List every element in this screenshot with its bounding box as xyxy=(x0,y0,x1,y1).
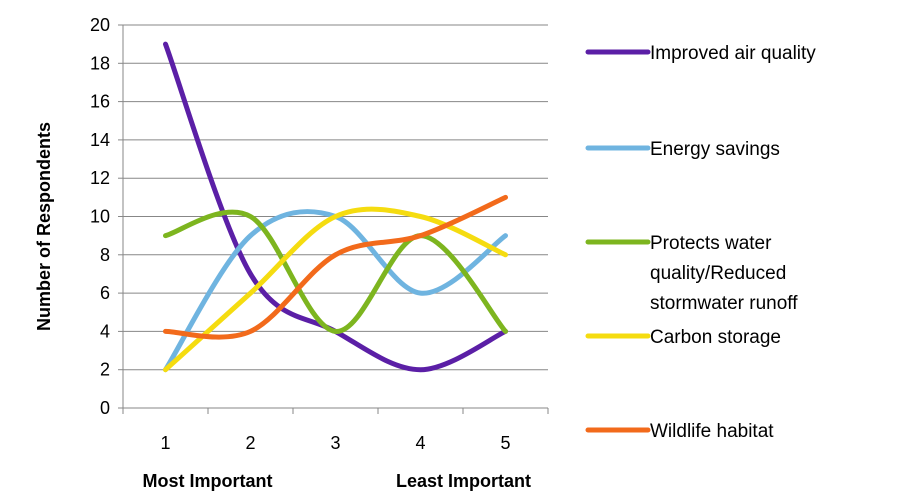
y-tick-label: 8 xyxy=(100,245,110,265)
y-tick-label: 18 xyxy=(90,53,110,73)
y-tick-label: 6 xyxy=(100,283,110,303)
x-tick-label: 2 xyxy=(245,433,255,453)
x-tick-label: 5 xyxy=(500,433,510,453)
y-tick-label: 4 xyxy=(100,321,110,341)
y-tick-label: 20 xyxy=(90,15,110,35)
y-tick-label: 10 xyxy=(90,207,110,227)
legend-label-wildlife-habitat: Wildlife habitat xyxy=(650,421,774,442)
x-axis-title-most-important: Most Important xyxy=(143,471,273,491)
series-line-energy-savings xyxy=(163,209,508,373)
y-tick-labels: 0 2 4 6 8 10 12 14 16 18 20 xyxy=(90,15,110,418)
series-lines xyxy=(163,41,508,373)
legend-label-carbon-storage: Carbon storage xyxy=(650,327,781,348)
y-tick-label: 0 xyxy=(100,398,110,418)
x-tick-label: 4 xyxy=(415,433,425,453)
series-line-improved-air-quality xyxy=(163,41,508,373)
y-tick-label: 2 xyxy=(100,360,110,380)
legend-label-improved-air-quality: Improved air quality xyxy=(650,43,816,64)
y-axis-title: Number of Respondents xyxy=(34,122,54,331)
x-tick-label: 3 xyxy=(330,433,340,453)
series-line-protects-water-quality-reduced-stormwater-runoff xyxy=(163,209,508,334)
legend-label-protects-water-quality-reduced-stormwater-runoff: Protects water quality/Reduced stormwater … xyxy=(650,233,798,314)
y-tick-label: 14 xyxy=(90,130,110,150)
series-line-carbon-storage xyxy=(163,206,508,373)
legend-label-energy-savings: Energy savings xyxy=(650,139,780,160)
legend: Improved air quality Energy savings Protec… xyxy=(585,43,816,442)
series-line-wildlife-habitat xyxy=(163,194,508,340)
x-axis-title-least-important: Least Important xyxy=(396,471,531,491)
y-tick-label: 12 xyxy=(90,168,110,188)
axes xyxy=(118,24,549,414)
x-tick-labels: 1 2 3 4 5 xyxy=(160,433,510,453)
x-tick-label: 1 xyxy=(160,433,170,453)
y-tick-label: 16 xyxy=(90,92,110,112)
gridlines xyxy=(123,24,548,371)
